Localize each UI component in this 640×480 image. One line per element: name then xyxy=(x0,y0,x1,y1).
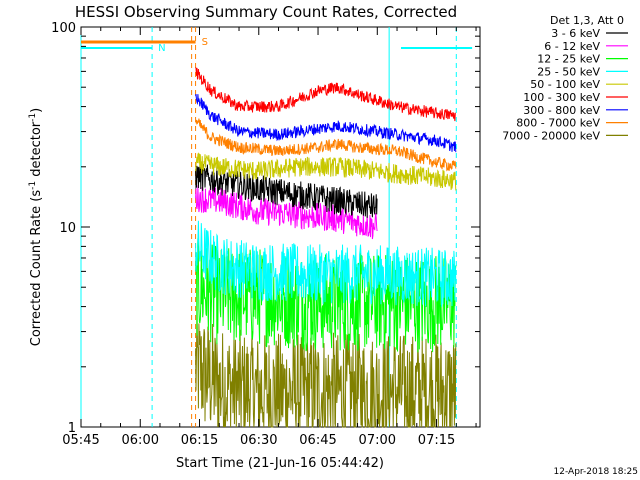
y-axis-label-mid: detector xyxy=(29,121,44,181)
legend-label-2: 12 - 25 keV xyxy=(537,53,600,66)
series-line-7 xyxy=(195,118,457,172)
series-line-4 xyxy=(195,152,457,191)
y-axis-label-sup2: -1 xyxy=(28,113,38,122)
y-axis: 1 10 100 xyxy=(51,21,480,436)
x-axis: 05:45 06:00 06:15 06:30 06:45 07:00 07:15 xyxy=(62,27,477,448)
legend-label-5: 100 - 300 keV xyxy=(523,91,600,104)
series-group xyxy=(195,67,457,428)
legend-header: Det 1,3, Att 0 xyxy=(550,14,624,27)
x-tick-label-2: 06:15 xyxy=(181,433,218,448)
footer-timestamp: 12-Apr-2018 18:25 xyxy=(554,467,638,477)
x-tick-label-5: 07:00 xyxy=(359,433,396,448)
series-line-1 xyxy=(195,185,378,240)
y-tick-label-0: 1 xyxy=(68,421,76,436)
state-flags: SN xyxy=(81,37,473,54)
series-line-3 xyxy=(195,220,457,307)
x-tick-label-4: 06:45 xyxy=(299,433,336,448)
legend-label-8: 7000 - 20000 keV xyxy=(502,129,600,142)
x-tick-label-0: 05:45 xyxy=(62,433,99,448)
series-line-6 xyxy=(195,94,457,153)
series-line-0 xyxy=(195,164,378,218)
x-axis-label: Start Time (21-Jun-16 05:44:42) xyxy=(176,456,384,471)
legend-label-0: 3 - 6 keV xyxy=(551,27,600,40)
y-tick-label-1: 10 xyxy=(59,221,76,236)
legend-label-3: 25 - 50 keV xyxy=(537,65,600,78)
flag-n-label: N xyxy=(158,43,165,54)
series-line-8 xyxy=(195,308,457,428)
x-tick-label-6: 07:15 xyxy=(418,433,455,448)
chart-title: HESSI Observing Summary Count Rates, Cor… xyxy=(75,3,457,21)
legend-label-6: 300 - 800 keV xyxy=(523,104,600,117)
legend-label-7: 800 - 7000 keV xyxy=(516,117,600,130)
x-tick-label-3: 06:30 xyxy=(240,433,277,448)
y-tick-label-2: 100 xyxy=(51,21,76,36)
flag-s-label: S xyxy=(202,37,208,48)
x-tick-label-1: 06:00 xyxy=(122,433,159,448)
y-axis-label-end: ) xyxy=(29,108,44,113)
y-axis-label-sup1: -1 xyxy=(28,181,38,190)
legend-label-1: 6 - 12 keV xyxy=(544,40,600,53)
y-axis-label: Corrected Count Rate (s-1 detector-1) xyxy=(28,108,44,346)
y-axis-label-main: Corrected Count Rate (s xyxy=(29,190,44,347)
legend-label-4: 50 - 100 keV xyxy=(530,78,600,91)
series-line-5 xyxy=(195,67,456,122)
